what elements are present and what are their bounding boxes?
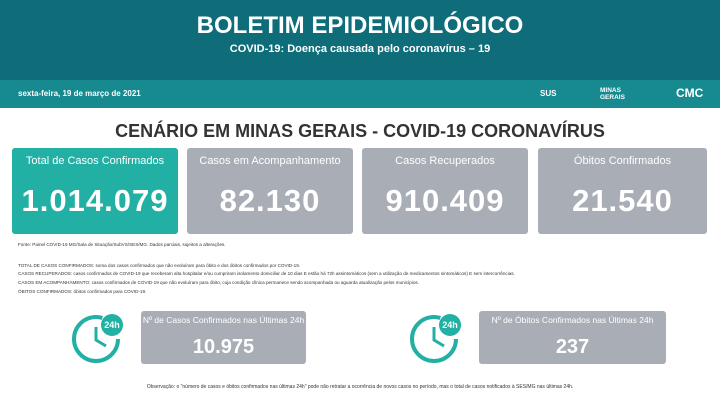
clock-icon: 24h — [72, 314, 123, 363]
date-strip: sexta-feira, 19 de março de 2021 SUS MIN… — [0, 80, 720, 108]
card: Casos em Acompanhamento 82.130 — [187, 148, 353, 234]
last24-box: Nº de Óbitos Confirmados nas Últimas 24h… — [479, 311, 666, 364]
card: Total de Casos Confirmados 1.014.079 — [12, 148, 178, 234]
card: Casos Recuperados 910.409 — [362, 148, 528, 234]
card-value: 82.130 — [219, 183, 321, 218]
card-value: 21.540 — [572, 183, 673, 218]
card-label: Casos Recuperados — [395, 155, 495, 167]
box-value: 10.975 — [192, 336, 255, 358]
card-label: Óbitos Confirmados — [573, 155, 672, 167]
box-value: 237 — [555, 336, 590, 358]
clock-icon: 24h — [410, 314, 461, 363]
title: BOLETIM EPIDEMIOLÓGICO — [196, 12, 524, 39]
definition: TOTAL DE CASOS CONFIRMADOS: soma dos cas… — [18, 263, 301, 268]
logo: CMC — [676, 86, 704, 100]
card-value: 910.409 — [385, 183, 505, 218]
definition: CASOS RECUPERADOS: casos confirmados de … — [18, 271, 515, 276]
logo: SUS — [540, 89, 557, 98]
card-label: Total de Casos Confirmados — [25, 155, 165, 167]
logo: MINAS GERAIS — [600, 87, 625, 101]
section-title: CENÁRIO EM MINAS GERAIS - COVID-19 CORON… — [115, 121, 605, 141]
definition: ÓBITOS CONFIRMADOS: óbitos confirmados p… — [18, 289, 147, 294]
card-label: Casos em Acompanhamento — [199, 155, 341, 167]
header-band: BOLETIM EPIDEMIOLÓGICO COVID-19: Doença … — [0, 0, 720, 80]
box-label: Nº de Casos Confirmados nas Últimas 24h — [142, 315, 305, 325]
date: sexta-feira, 19 de março de 2021 — [18, 89, 141, 98]
definition: CASOS EM ACOMPANHAMENTO: casos confirmad… — [18, 280, 419, 285]
box-label: Nº de Óbitos Confirmados nas Últimas 24h — [491, 315, 654, 325]
subtitle: COVID-19: Doença causada pelo coronavíru… — [229, 43, 491, 55]
icon-text: 24h — [442, 320, 458, 330]
last24-box: Nº de Casos Confirmados nas Últimas 24h 1… — [141, 311, 306, 364]
card: Óbitos Confirmados 21.540 — [538, 148, 707, 234]
card-value: 1.014.079 — [21, 183, 169, 218]
source: Fonte: Painel COVID-19 MG/Sala de Situaç… — [18, 242, 226, 247]
icon-text: 24h — [104, 320, 120, 330]
note: Observação: o "número de casos e óbitos … — [146, 384, 574, 390]
